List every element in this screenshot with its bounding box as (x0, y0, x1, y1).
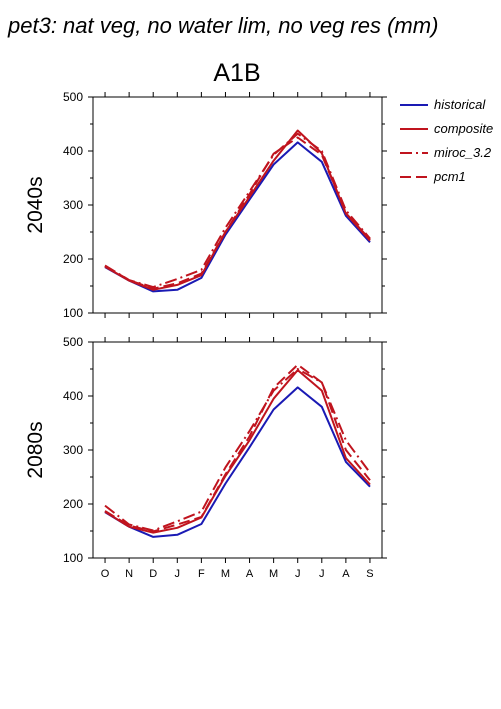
legend-label: historical (434, 97, 486, 112)
y-tick-label: 200 (63, 497, 83, 511)
row-label-2080s: 2080s (24, 421, 47, 478)
x-tick-label: M (269, 568, 278, 580)
scenario-title: A1B (213, 59, 260, 87)
x-tick-label: O (101, 568, 110, 580)
figure-title: pet3: nat veg, no water lim, no veg res … (7, 13, 438, 38)
y-tick-label: 100 (63, 551, 83, 565)
series-line-composite (104, 369, 371, 534)
y-tick-label: 400 (63, 389, 83, 403)
legend-label: pcm1 (433, 169, 466, 184)
series-line-pcm1 (104, 136, 371, 290)
x-tick-label: J (319, 568, 325, 580)
series-line-pcm1 (104, 363, 371, 533)
legend-label: composite (434, 121, 493, 136)
y-tick-label: 100 (63, 306, 83, 320)
series-line-miroc-3-2 (104, 368, 371, 532)
y-tick-label: 500 (63, 335, 83, 349)
row-label-2040s: 2040s (24, 176, 47, 233)
x-tick-label: M (221, 568, 230, 580)
series-line-historical (104, 141, 371, 293)
x-tick-label: J (175, 568, 181, 580)
y-tick-label: 300 (63, 198, 83, 212)
x-tick-label: F (198, 568, 205, 580)
y-tick-label: 200 (63, 252, 83, 266)
x-tick-label: A (342, 568, 350, 580)
series-line-miroc-3-2 (104, 132, 371, 289)
y-tick-label: 400 (63, 144, 83, 158)
y-tick-label: 300 (63, 443, 83, 457)
plot-frame (92, 96, 383, 314)
x-tick-label: J (295, 568, 301, 580)
series-line-historical (104, 386, 371, 538)
x-tick-label: D (149, 568, 157, 580)
legend: historical composite miroc_3.2 pcm1 (400, 97, 493, 184)
chart-panel-2040s: 100 200 300 400 500 2040s (24, 90, 387, 320)
y-tick-label: 500 (63, 90, 83, 104)
legend-label: miroc_3.2 (434, 145, 492, 160)
x-tick-label: S (366, 568, 373, 580)
series-line-composite (104, 129, 371, 291)
x-tick-label: A (246, 568, 254, 580)
x-tick-label: N (125, 568, 133, 580)
chart-panel-2080s: 100 200 300 400 500 O N D J F M A M J J A S 2080s (24, 335, 387, 580)
